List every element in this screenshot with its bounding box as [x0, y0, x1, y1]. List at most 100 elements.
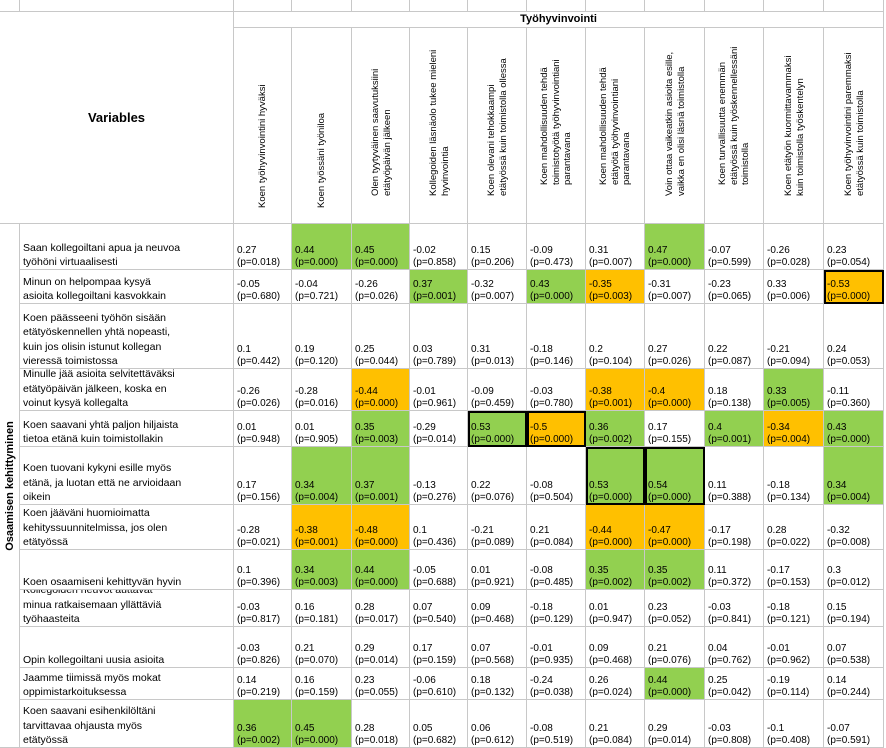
correlation-cell: -0.05 (p=0.680)	[234, 270, 292, 304]
correlation-cell: 0.01 (p=0.905)	[292, 411, 352, 447]
correlation-cell: 0.23 (p=0.054)	[824, 224, 884, 270]
correlation-cell: 0.47 (p=0.000)	[645, 224, 705, 270]
correlation-value: -0.04	[295, 279, 318, 290]
correlation-cell: -0.31 (p=0.007)	[645, 270, 705, 304]
correlation-value: -0.18	[767, 602, 790, 613]
correlation-value: 0.45	[295, 723, 315, 734]
column-header-text: Voin ottaa vaikeatkin asioita esille, va…	[663, 51, 687, 196]
correlation-cell: -0.18 (p=0.134)	[764, 447, 824, 505]
correlation-value: 0.23	[355, 675, 375, 686]
correlation-cell: 0.19 (p=0.120)	[292, 304, 352, 369]
correlation-value: 0.26	[589, 675, 609, 686]
row-label-text: Koen saavani yhtä paljon hiljaista tieto…	[23, 418, 179, 445]
correlation-value: 0.21	[648, 643, 668, 654]
correlation-value: 0.21	[530, 525, 550, 536]
correlation-value: -0.26	[767, 245, 790, 256]
correlation-value: 0.07	[471, 643, 491, 654]
correlation-cell: -0.29 (p=0.014)	[410, 411, 468, 447]
correlation-cell: 0.11 (p=0.388)	[705, 447, 764, 505]
p-value: (p=0.129)	[530, 613, 574, 625]
row-label-text: Saan kollegoiltani apua ja neuvoa työhön…	[23, 241, 181, 268]
row-label: Koen tuovani kykyni esille myös etänä, j…	[20, 447, 234, 505]
header-spacer-cell	[645, 0, 705, 12]
p-value: (p=0.468)	[471, 613, 515, 625]
correlation-value: 0.23	[648, 602, 668, 613]
p-value: (p=0.817)	[237, 613, 281, 625]
row-label-text: Koen saavani esihenkilöltäni tarvittavaa…	[23, 705, 156, 746]
correlation-value: -0.03	[708, 602, 731, 613]
correlation-value: -0.05	[413, 565, 436, 576]
correlation-cell: 0.22 (p=0.076)	[468, 447, 527, 505]
correlation-cell: -0.17 (p=0.153)	[764, 550, 824, 590]
correlation-value: 0.21	[589, 723, 609, 734]
correlation-value: 0.31	[471, 344, 491, 355]
correlation-cell: 0.29 (p=0.014)	[352, 627, 410, 668]
correlation-cell: -0.01 (p=0.962)	[764, 627, 824, 668]
p-value: (p=0.026)	[237, 397, 281, 409]
correlation-value: -0.35	[589, 279, 612, 290]
correlation-cell: 0.17 (p=0.159)	[410, 627, 468, 668]
correlation-value: 0.34	[827, 480, 847, 491]
correlation-cell: 0.18 (p=0.132)	[468, 668, 527, 700]
correlation-cell: 0.29 (p=0.014)	[645, 700, 705, 748]
correlation-cell: -0.26 (p=0.028)	[764, 224, 824, 270]
correlation-cell: -0.03 (p=0.841)	[705, 590, 764, 627]
header-spacer-cell	[527, 0, 586, 12]
correlation-value: -0.09	[530, 245, 553, 256]
correlation-value: 0.53	[589, 480, 609, 491]
correlation-cell: -0.21 (p=0.089)	[468, 505, 527, 550]
header-spacer-cell	[705, 0, 764, 12]
correlation-cell: 0.37 (p=0.001)	[352, 447, 410, 505]
correlation-value: -0.01	[413, 386, 436, 397]
correlation-cell: 0.01 (p=0.947)	[586, 590, 645, 627]
correlation-value: 0.18	[471, 675, 491, 686]
correlation-value: 0.1	[413, 525, 427, 536]
p-value: (p=0.084)	[530, 536, 574, 548]
correlation-value: 0.36	[237, 723, 257, 734]
p-value: (p=0.688)	[413, 576, 457, 588]
correlation-value: -0.01	[767, 643, 790, 654]
row-label: Koen päässeeni työhön sisään etätyöskenn…	[20, 304, 234, 369]
p-value: (p=0.065)	[708, 290, 752, 302]
group-header-text: Työhyvinvointi	[520, 13, 597, 25]
correlation-value: 0.28	[355, 602, 375, 613]
p-value: (p=0.159)	[295, 686, 339, 698]
row-label-text: Opin kollegoiltani uusia asioita	[23, 653, 165, 666]
correlation-cell: -0.32 (p=0.007)	[468, 270, 527, 304]
correlation-cell: -0.35 (p=0.003)	[586, 270, 645, 304]
p-value: (p=0.146)	[530, 355, 574, 367]
column-header: Koen mahdollisuuden tehdä etätyötä työhy…	[586, 28, 645, 224]
correlation-cell: -0.5 (p=0.000)	[527, 411, 586, 447]
correlation-cell: 0.33 (p=0.005)	[764, 369, 824, 411]
p-value: (p=0.104)	[589, 355, 633, 367]
column-header: Kollegoiden läsnäolo tukee mieleni hyvin…	[410, 28, 468, 224]
correlation-cell: -0.03 (p=0.817)	[234, 590, 292, 627]
row-label-text: Koen osaamiseni kehittyvän hyvin	[23, 575, 182, 588]
p-value: (p=0.013)	[471, 355, 515, 367]
correlation-value: -0.34	[767, 422, 790, 433]
correlation-cell: -0.47 (p=0.000)	[645, 505, 705, 550]
header-spacer-cell	[0, 0, 20, 12]
correlation-value: -0.08	[530, 480, 553, 491]
column-header: Koen työhyvinvointini hyväksi	[234, 28, 292, 224]
correlation-value: 0.27	[237, 245, 257, 256]
correlation-cell: 0.06 (p=0.612)	[468, 700, 527, 748]
p-value: (p=0.436)	[413, 536, 457, 548]
p-value: (p=0.017)	[355, 613, 399, 625]
p-value: (p=0.007)	[589, 256, 633, 268]
p-value: (p=0.028)	[767, 256, 811, 268]
p-value: (p=0.007)	[471, 290, 515, 302]
p-value: (p=0.001)	[295, 536, 339, 548]
correlation-value: -0.03	[237, 602, 260, 613]
variables-header-text: Variables	[87, 110, 146, 125]
p-value: (p=0.961)	[413, 397, 457, 409]
correlation-value: -0.18	[767, 480, 790, 491]
correlation-cell: 0.23 (p=0.052)	[645, 590, 705, 627]
correlation-cell: -0.05 (p=0.688)	[410, 550, 468, 590]
correlation-cell: -0.13 (p=0.276)	[410, 447, 468, 505]
correlation-value: -0.47	[648, 525, 671, 536]
correlation-value: -0.31	[648, 279, 671, 290]
p-value: (p=0.002)	[589, 433, 633, 445]
side-label-text: Osaamisen kehittyminen	[3, 420, 16, 551]
correlation-value: 0.22	[708, 344, 728, 355]
